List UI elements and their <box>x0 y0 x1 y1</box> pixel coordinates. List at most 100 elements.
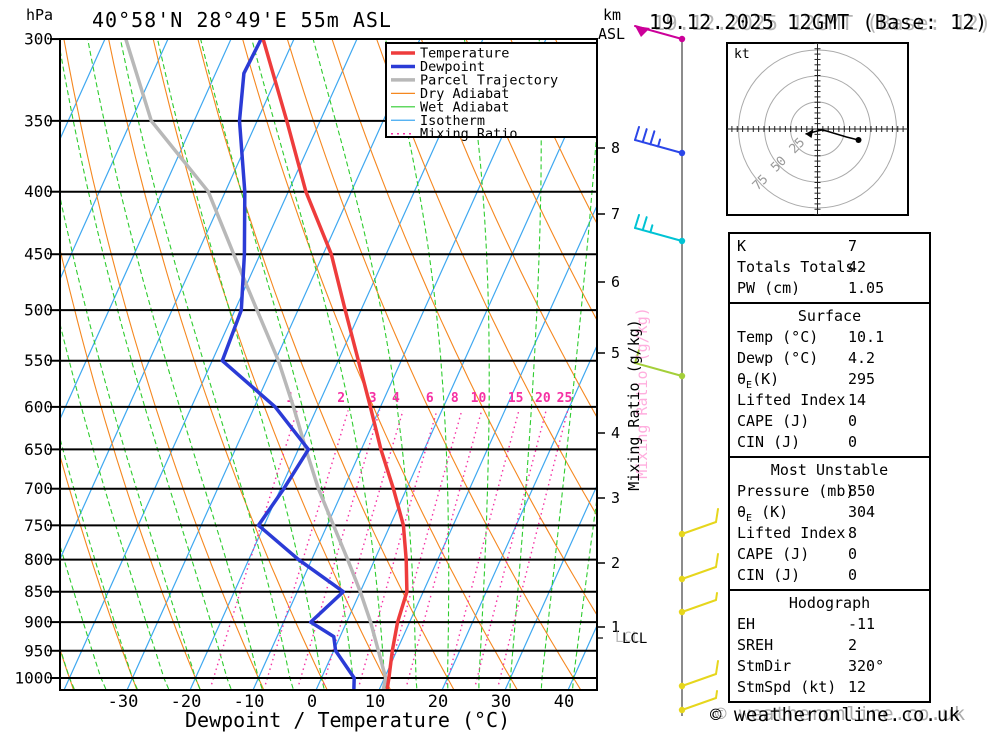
hodograph-unit-label: kt <box>734 47 750 62</box>
km-tick-label: 7 <box>611 205 620 223</box>
km-tick-label: 6 <box>611 273 620 291</box>
wind-barb <box>678 660 719 690</box>
row-label: Temp (°C) <box>737 328 819 346</box>
wind-barb <box>634 214 686 245</box>
wind-barb <box>634 126 686 157</box>
pressure-tick-label: 500 <box>24 301 53 320</box>
temperature-tick-label: -20 <box>171 692 202 712</box>
station-title: 40°58'N 28°49'E 55m ASL <box>92 8 392 32</box>
pressure-tick-label: 600 <box>24 397 53 416</box>
row-label: CIN (J) <box>737 566 801 584</box>
temperature-tick-label: 20 <box>428 692 448 712</box>
pressure-tick-label: 350 <box>24 111 53 130</box>
mixing-ratio-value-label: 15 <box>508 391 524 406</box>
height-axis-unit-asl: ASL <box>598 25 626 43</box>
table-row: PW (cm) 1.05 <box>730 278 929 299</box>
legend-item-label: Isotherm <box>420 113 485 129</box>
km-tick-label: 2 <box>611 554 620 572</box>
lcl-label: LCL <box>622 631 648 647</box>
row-label: StmSpd (kt) <box>737 678 837 696</box>
table-row: Dewp (°C) 4.2 <box>730 348 929 369</box>
legend-item-label: Temperature <box>420 46 509 62</box>
section-title: Hodograph <box>788 594 871 612</box>
row-value: 850 <box>848 482 876 500</box>
km-tick-label: 8 <box>611 139 620 157</box>
row-label: Pressure (mb) <box>737 482 855 500</box>
mixing-ratio-value-label: 6 <box>426 391 434 406</box>
wind-barb <box>678 508 719 538</box>
temperature-axis-label: Dewpoint / Temperature (°C) <box>185 708 511 732</box>
row-label: PW (cm) <box>737 279 801 297</box>
row-label: (K) <box>752 503 789 521</box>
row-label: (K) <box>752 370 780 388</box>
temperature-tick-label: -30 <box>108 692 139 712</box>
km-tick-label: 5 <box>611 344 620 362</box>
table-row: CAPE (J) 0 <box>730 544 929 565</box>
lcl-label-shadow: LCL <box>615 630 641 646</box>
pressure-tick-label: 750 <box>24 516 53 535</box>
pressure-tick-label: 550 <box>24 351 53 370</box>
row-value: 295 <box>848 370 876 388</box>
km-tick-label: 3 <box>611 489 620 507</box>
table-row: EH -11 <box>730 614 929 635</box>
wind-barb <box>634 349 686 380</box>
table-row: StmDir 320° <box>730 656 929 677</box>
height-axis-unit-km: km <box>603 6 622 24</box>
row-value: 14 <box>848 391 867 409</box>
row-label: Totals Totals <box>737 258 855 276</box>
pressure-axis-unit: hPa <box>26 6 54 24</box>
table-row: θE (K) 304 <box>730 502 929 524</box>
wind-barb <box>678 553 719 583</box>
table-row: Lifted Index 14 <box>730 390 929 411</box>
section-title: Surface <box>797 307 862 325</box>
wind-barb <box>678 592 718 616</box>
mixing-ratio-value-label: 2 <box>337 391 345 406</box>
temperature-tick-label: 10 <box>365 692 385 712</box>
row-label: K <box>737 237 747 255</box>
km-tick-label: 4 <box>611 424 620 442</box>
pressure-tick-label: 800 <box>24 550 53 569</box>
table-row: CAPE (J) 0 <box>730 411 929 432</box>
mixing-ratio-value-label: 8 <box>451 391 459 406</box>
mixing-ratio-axis-label: Mixing Ratio (g/kg) <box>625 319 643 491</box>
row-value: 0 <box>848 566 858 584</box>
table-row: StmSpd (kt) 12 <box>730 677 929 698</box>
legend-item-label: Dewpoint <box>420 59 485 75</box>
row-label: CAPE (J) <box>737 545 810 563</box>
row-label: CAPE (J) <box>737 412 810 430</box>
table-row: Lifted Index 8 <box>730 523 929 544</box>
row-value: 42 <box>848 258 867 276</box>
pressure-tick-label: 300 <box>24 30 53 49</box>
row-label: StmDir <box>737 657 792 675</box>
pressure-tick-label: 700 <box>24 479 53 498</box>
indices-section-hodograph: Hodograph EH -11 SREH 2 StmDir 320° StmSpd … <box>730 589 929 701</box>
row-value: 12 <box>848 678 867 696</box>
row-value: -11 <box>848 615 876 633</box>
row-value: 8 <box>848 524 858 542</box>
temperature-tick-label: 40 <box>554 692 574 712</box>
mixing-ratio-value-label: 4 <box>392 391 400 406</box>
row-label: Lifted Index <box>737 524 846 542</box>
km-tick-label: 1 <box>611 618 620 636</box>
table-row: θE(K) 295 <box>730 369 929 391</box>
dewpoint-curve <box>220 39 356 690</box>
row-label: CIN (J) <box>737 433 801 451</box>
row-value: 4.2 <box>848 349 876 367</box>
table-row: CIN (J) 0 <box>730 432 929 453</box>
mixing-ratio-value-label: 25 <box>557 391 573 406</box>
row-value: 0 <box>848 412 858 430</box>
table-row: CIN (J) 0 <box>730 565 929 586</box>
pressure-tick-label: 900 <box>24 613 53 632</box>
run-date-title: 19.12.2025 12GMT (Base: 12) <box>649 10 988 34</box>
temperature-tick-label: -10 <box>234 692 265 712</box>
section-title: Most Unstable <box>770 461 889 479</box>
legend-item-label: Wet Adiabat <box>420 99 509 115</box>
row-label: Lifted Index <box>737 391 846 409</box>
legend-item-label: Parcel Trajectory <box>420 72 558 88</box>
table-row: Totals Totals 42 <box>730 257 929 278</box>
indices-section-most-unstable: Most Unstable Pressure (mb) 850 θE (K) 304… <box>730 456 929 589</box>
